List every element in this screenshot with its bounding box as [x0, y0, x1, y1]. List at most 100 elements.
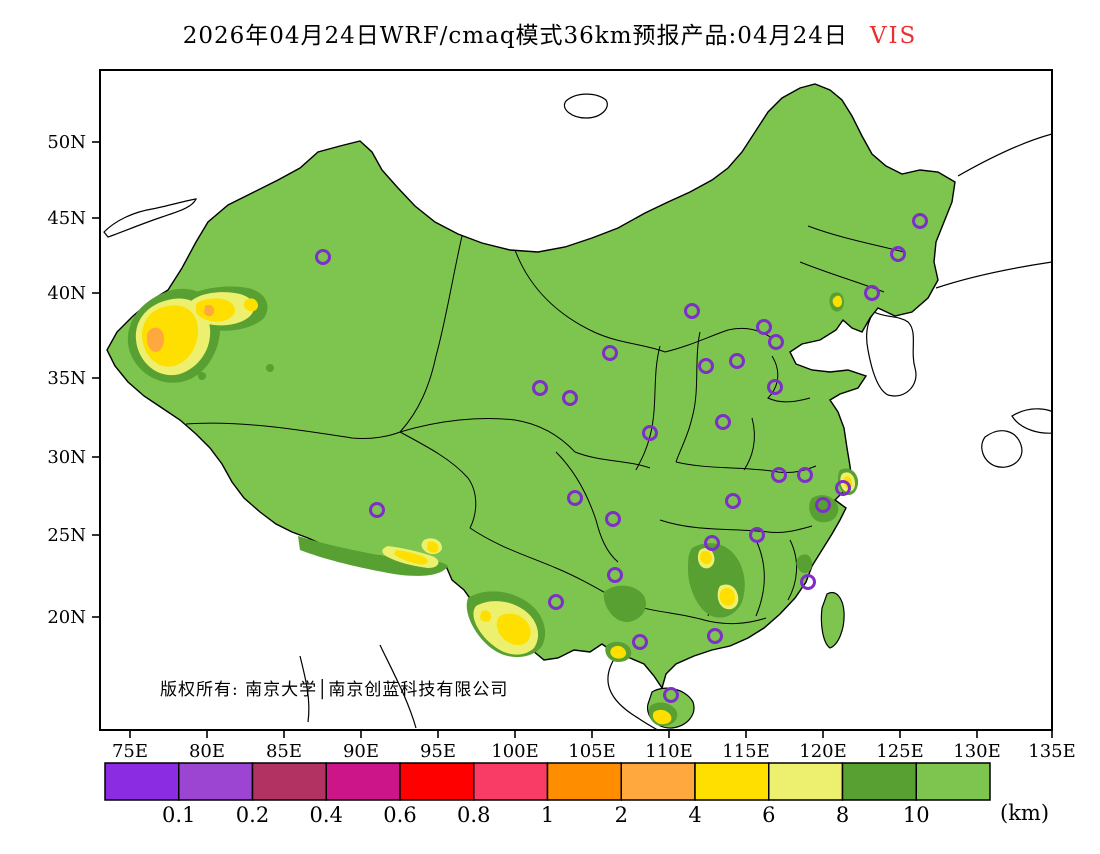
city-marker [642, 425, 658, 441]
colorbar-swatch [546, 762, 622, 801]
city-marker [835, 480, 851, 496]
lon-tick-label: 110E [645, 741, 693, 762]
city-marker [815, 497, 831, 513]
colorbar-boundary-label: 0.6 [383, 803, 416, 827]
city-marker [602, 345, 618, 361]
map-area: 版权所有: 南京大学│南京创蓝科技有限公司 [103, 83, 1052, 730]
title-text: 2026年04月24日WRF/cmaq模式36km预报产品:04月24日 [182, 23, 848, 49]
lat-tick-label: 35N [47, 368, 86, 389]
colorbar-boundary-label: 8 [836, 803, 849, 827]
lon-tick-label: 90E [343, 741, 379, 762]
city-marker [315, 249, 331, 265]
lon-tick-label: 125E [876, 741, 924, 762]
city-marker [729, 353, 745, 369]
city-marker [607, 567, 623, 583]
colorbar-boundary-label: 6 [762, 803, 775, 827]
russia-coast-line [935, 261, 1052, 289]
figure-title: 2026年04月24日WRF/cmaq模式36km预报产品:04月24日 VIS [0, 16, 1100, 50]
korea-peninsula-outline [866, 311, 917, 397]
lat-tick-label: 25N [47, 525, 86, 546]
colorbar-boundary-label: 0.1 [162, 803, 195, 827]
city-marker [663, 687, 679, 703]
colorbar-swatch [251, 762, 327, 801]
japan-kyushu-outline [981, 430, 1023, 468]
colorbar-swatch [694, 762, 770, 801]
lat-tick-label: 30N [47, 447, 86, 468]
lon-tick-label: 130E [953, 741, 1001, 762]
colorbar-boundary-label: 10 [903, 803, 930, 827]
lat-tick-label: 45N [47, 208, 86, 229]
city-marker [890, 246, 906, 262]
colorbar-swatch [399, 762, 475, 801]
city-marker [749, 527, 765, 543]
myanmar-border-line-2 [379, 644, 417, 729]
city-marker [548, 594, 564, 610]
city-marker [756, 319, 772, 335]
lake-balkhash-outline [103, 198, 198, 238]
lon-tick-label: 85E [266, 741, 302, 762]
city-marker [767, 379, 783, 395]
colorbar-swatch [620, 762, 696, 801]
colorbar-boundary-label: 2 [615, 803, 628, 827]
colorbar-boundary-label: 0.8 [457, 803, 490, 827]
colorbar-boundary-label: 1 [541, 803, 554, 827]
city-marker [912, 213, 928, 229]
lon-tick-label: 120E [799, 741, 847, 762]
lon-tick-label: 105E [568, 741, 616, 762]
city-marker [707, 628, 723, 644]
colorbar-swatch [473, 762, 549, 801]
colorbar-boundary-label: 0.4 [310, 803, 343, 827]
colorbar-unit-label: (km) [1000, 801, 1049, 825]
colorbar-swatch [178, 762, 254, 801]
city-marker [698, 358, 714, 374]
lon-tick-label: 135E [1028, 741, 1076, 762]
city-marker [771, 467, 787, 483]
city-marker [532, 380, 548, 396]
city-marker [768, 334, 784, 350]
latitude-axis: 50N 45N 40N 35N 30N 25N 20N [47, 132, 100, 628]
city-marker [605, 511, 621, 527]
japan-honshu-outline [1011, 408, 1052, 434]
province-borders [185, 225, 905, 625]
city-marker [797, 467, 813, 483]
city-marker [567, 490, 583, 506]
lat-tick-label: 50N [47, 132, 86, 153]
colorbar-boundary-label: 4 [688, 803, 701, 827]
title-variable-vis: VIS [869, 23, 918, 49]
colorbar-legend: 0.1 0.2 0.4 0.6 0.8 1 2 4 6 8 10 (km) [104, 762, 1049, 827]
city-marker [369, 502, 385, 518]
myanmar-border-line [299, 655, 310, 723]
plot-frame [99, 69, 1053, 731]
colorbar-boundary-label: 0.2 [236, 803, 269, 827]
city-marker [725, 493, 741, 509]
city-marker [715, 414, 731, 430]
lon-tick-label: 75E [112, 741, 148, 762]
city-marker [684, 303, 700, 319]
lake-outline-north [563, 93, 608, 119]
russia-border-line [957, 133, 1052, 177]
taiwan-island [820, 592, 845, 649]
lon-tick-label: 100E [491, 741, 539, 762]
lon-tick-label: 115E [722, 741, 770, 762]
city-marker [864, 285, 880, 301]
colorbar-swatch [915, 762, 991, 801]
china-landmass [106, 83, 956, 690]
city-marker [562, 390, 578, 406]
colorbar-swatch [325, 762, 401, 801]
neighbor-outlines [103, 93, 1052, 730]
longitude-axis: 75E 80E 85E 90E 95E 100E 105E 110E 115E 120E 125E 1… [112, 730, 1076, 762]
colorbar-swatch [104, 762, 180, 801]
lon-tick-label: 95E [420, 741, 456, 762]
lat-tick-label: 40N [47, 283, 86, 304]
city-marker [704, 535, 720, 551]
colorbar-swatch [768, 762, 844, 801]
colorbar-swatch [841, 762, 917, 801]
copyright-text: 版权所有: 南京大学│南京创蓝科技有限公司 [160, 679, 508, 700]
lon-tick-label: 80E [189, 741, 225, 762]
contour-2-4km [146, 304, 215, 352]
city-marker [800, 574, 816, 590]
city-markers [315, 213, 928, 703]
city-marker [632, 634, 648, 650]
